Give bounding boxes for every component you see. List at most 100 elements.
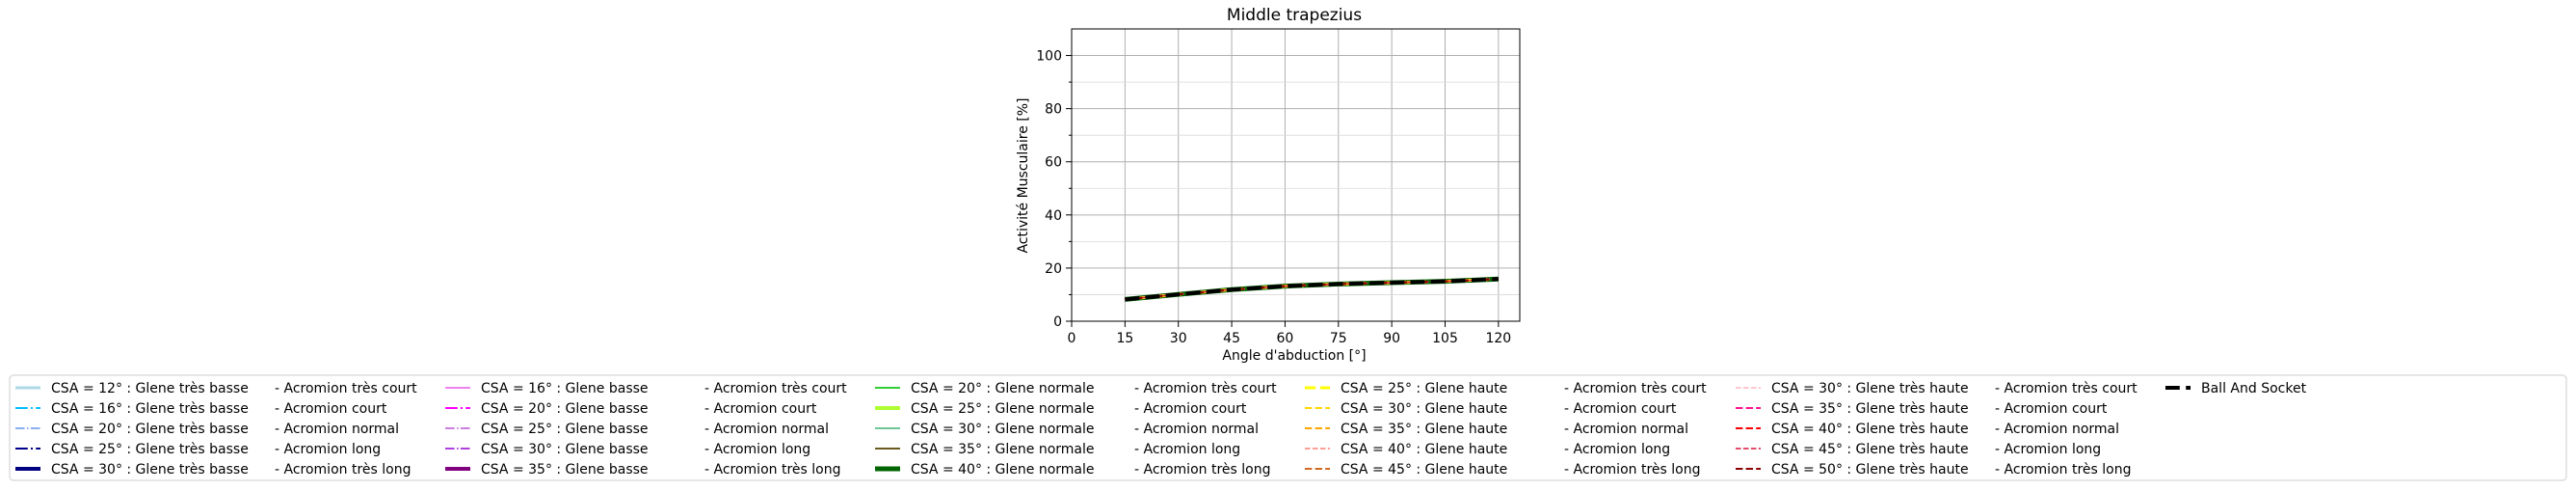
legend-label: CSA = 20° : Glene normale xyxy=(911,381,1095,396)
legend-label: CSA = 12° : Glene très basse xyxy=(51,381,249,396)
legend-label: CSA = 20° : Glene très basse xyxy=(51,422,249,437)
legend-label: CSA = 30° : Glene très basse xyxy=(51,462,249,477)
legend-suffix: - Acromion très long xyxy=(704,462,840,477)
legend-entry: CSA = 35° : Glene basse - Acromion très l… xyxy=(445,462,840,477)
legend-label: CSA = 35° : Glene basse xyxy=(481,462,649,477)
legend-suffix: - Acromion normal xyxy=(704,422,829,437)
legend-entry: CSA = 45° : Glene très haute - Acromion l… xyxy=(1736,442,2101,457)
legend-label: CSA = 16° : Glene très basse xyxy=(51,401,249,417)
legend-label: CSA = 35° : Glene normale xyxy=(911,442,1095,457)
x-tick-label: 30 xyxy=(1170,331,1187,346)
legend: CSA = 12° : Glene très basse - Acromion t… xyxy=(9,374,2567,481)
x-tick-label: 0 xyxy=(1068,331,1076,346)
x-tick-label: 60 xyxy=(1277,331,1294,346)
legend-entry: CSA = 35° : Glene très haute - Acromion c… xyxy=(1736,401,2108,417)
legend-entry: CSA = 30° : Glene très haute - Acromion t… xyxy=(1736,381,2138,396)
legend-entry: CSA = 35° : Glene normale - Acromion long xyxy=(875,442,1240,457)
legend-entry: CSA = 40° : Glene très haute - Acromion n… xyxy=(1736,422,2119,437)
legend-entry: Ball And Socket xyxy=(2165,381,2307,396)
legend-entry: CSA = 12° : Glene très basse - Acromion t… xyxy=(15,381,417,396)
legend-entry: CSA = 25° : Glene basse - Acromion normal xyxy=(445,422,829,437)
legend-label: CSA = 30° : Glene normale xyxy=(911,422,1095,437)
chart-title: Middle trapezius xyxy=(1227,6,1362,25)
legend-suffix: - Acromion long xyxy=(1564,442,1670,457)
legend-entry: CSA = 30° : Glene basse - Acromion long xyxy=(445,442,810,457)
x-axis-label: Angle d'abduction [°] xyxy=(1222,348,1366,364)
series-layer xyxy=(1125,276,1499,302)
legend-suffix: - Acromion normal xyxy=(275,422,399,437)
legend-suffix: - Acromion normal xyxy=(1995,422,2119,437)
legend-entry: CSA = 35° : Glene haute - Acromion normal xyxy=(1305,422,1688,437)
legend-label: CSA = 45° : Glene très haute xyxy=(1771,442,1969,457)
x-tick-label: 105 xyxy=(1432,331,1458,346)
y-tick-label: 80 xyxy=(1045,102,1062,118)
legend-suffix: - Acromion très court xyxy=(275,381,417,396)
legend-label: CSA = 35° : Glene haute xyxy=(1341,422,1507,437)
y-tick-label: 0 xyxy=(1053,314,1062,330)
legend-suffix: - Acromion court xyxy=(1995,401,2108,417)
y-tick-label: 60 xyxy=(1045,155,1062,171)
legend-entry: CSA = 20° : Glene normale - Acromion très… xyxy=(875,381,1277,396)
legend-suffix: - Acromion long xyxy=(1134,442,1240,457)
legend-frame xyxy=(9,374,2567,481)
legend-entry: CSA = 20° : Glene très basse - Acromion n… xyxy=(15,422,399,437)
legend-suffix: - Acromion très court xyxy=(704,381,847,396)
legend-label: CSA = 40° : Glene haute xyxy=(1341,442,1507,457)
grid xyxy=(1071,29,1520,322)
legend-entry: CSA = 20° : Glene basse - Acromion court xyxy=(445,401,817,417)
axis-ticks: 0 15 30 45 60 75 90 105 120 0 20 40 60 80 100 xyxy=(1036,49,1511,346)
x-tick-label: 75 xyxy=(1330,331,1347,346)
legend-entry: CSA = 50° : Glene très haute - Acromion t… xyxy=(1736,462,2131,477)
series-line-26 xyxy=(1125,277,1499,302)
legend-suffix: - Acromion très court xyxy=(1995,381,2138,396)
x-tick-label: 90 xyxy=(1383,331,1400,346)
y-axis-label: Activité Musculaire [%] xyxy=(1016,97,1031,253)
legend-entry: CSA = 25° : Glene normale - Acromion cour… xyxy=(875,401,1247,417)
y-tick-label: 100 xyxy=(1036,49,1062,65)
legend-label: CSA = 20° : Glene basse xyxy=(481,401,649,417)
legend-entry: CSA = 45° : Glene haute - Acromion très l… xyxy=(1305,462,1700,477)
legend-suffix: - Acromion très long xyxy=(1134,462,1270,477)
legend-suffix: - Acromion court xyxy=(704,401,817,417)
legend-entry: CSA = 30° : Glene très basse - Acromion t… xyxy=(15,462,411,477)
legend-label: CSA = 30° : Glene haute xyxy=(1341,401,1507,417)
legend-label: Ball And Socket xyxy=(2201,381,2307,396)
legend-label: CSA = 40° : Glene normale xyxy=(911,462,1095,477)
legend-entry: CSA = 30° : Glene haute - Acromion court xyxy=(1305,401,1677,417)
legend-suffix: - Acromion très court xyxy=(1564,381,1707,396)
legend-label: CSA = 45° : Glene haute xyxy=(1341,462,1507,477)
legend-suffix: - Acromion très long xyxy=(1995,462,2131,477)
legend-label: CSA = 30° : Glene basse xyxy=(481,442,649,457)
x-tick-label: 120 xyxy=(1485,331,1511,346)
legend-suffix: - Acromion normal xyxy=(1564,422,1688,437)
legend-label: CSA = 25° : Glene très basse xyxy=(51,442,249,457)
legend-suffix: - Acromion très long xyxy=(1564,462,1700,477)
legend-label: CSA = 30° : Glene très haute xyxy=(1771,381,1969,396)
legend-entry: CSA = 40° : Glene normale - Acromion très… xyxy=(875,462,1270,477)
y-tick-label: 20 xyxy=(1045,261,1062,277)
legend-suffix: - Acromion très long xyxy=(275,462,411,477)
legend-suffix: - Acromion long xyxy=(275,442,381,457)
legend-entry: CSA = 25° : Glene haute - Acromion très c… xyxy=(1305,381,1707,396)
legend-label: CSA = 16° : Glene basse xyxy=(481,381,649,396)
legend-suffix: - Acromion très court xyxy=(1134,381,1277,396)
legend-entry: CSA = 30° : Glene normale - Acromion norm… xyxy=(875,422,1259,437)
x-tick-label: 45 xyxy=(1223,331,1240,346)
legend-label: CSA = 25° : Glene haute xyxy=(1341,381,1507,396)
legend-suffix: - Acromion normal xyxy=(1134,422,1259,437)
legend-suffix: - Acromion court xyxy=(275,401,387,417)
legend-label: CSA = 25° : Glene basse xyxy=(481,422,649,437)
legend-label: CSA = 25° : Glene normale xyxy=(911,401,1095,417)
legend-suffix: - Acromion long xyxy=(704,442,810,457)
legend-entry: CSA = 16° : Glene basse - Acromion très c… xyxy=(445,381,847,396)
legend-label: CSA = 50° : Glene très haute xyxy=(1771,462,1969,477)
legend-label: CSA = 35° : Glene très haute xyxy=(1771,401,1969,417)
plot-frame xyxy=(1071,28,1521,322)
legend-entry: CSA = 40° : Glene haute - Acromion long xyxy=(1305,442,1670,457)
legend-suffix: - Acromion court xyxy=(1134,401,1247,417)
y-tick-label: 40 xyxy=(1045,208,1062,224)
legend-label: CSA = 40° : Glene très haute xyxy=(1771,422,1969,437)
legend-entry: CSA = 25° : Glene très basse - Acromion l… xyxy=(15,442,381,457)
legend-suffix: - Acromion court xyxy=(1564,401,1677,417)
